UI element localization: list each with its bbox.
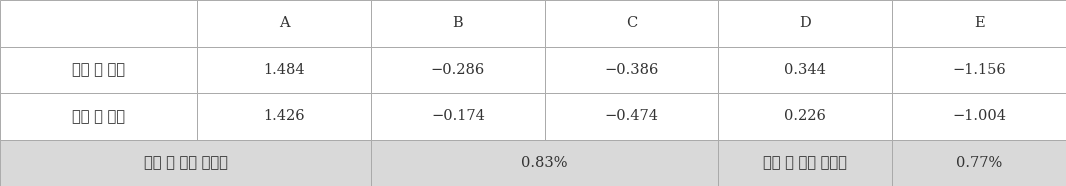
Bar — [371, 0, 545, 46]
Bar — [892, 140, 1066, 186]
Bar — [0, 0, 197, 46]
Text: 0.226: 0.226 — [785, 109, 826, 123]
Text: 0.77%: 0.77% — [956, 156, 1002, 170]
Bar — [718, 46, 892, 93]
Text: −0.474: −0.474 — [604, 109, 659, 123]
Text: −1.004: −1.004 — [952, 109, 1006, 123]
Text: A: A — [279, 16, 289, 30]
Text: −1.156: −1.156 — [952, 63, 1006, 77]
Text: 시험 후 저항 균일도: 시험 후 저항 균일도 — [763, 155, 847, 170]
Bar — [0, 140, 371, 186]
Text: 1.484: 1.484 — [263, 63, 305, 77]
Bar — [197, 0, 371, 46]
Bar — [545, 93, 718, 140]
Text: E: E — [974, 16, 984, 30]
Text: 시험 후 편차: 시험 후 편차 — [72, 109, 125, 124]
Bar — [0, 93, 197, 140]
Text: D: D — [800, 16, 811, 30]
Text: −0.386: −0.386 — [604, 63, 659, 77]
Text: C: C — [626, 16, 637, 30]
Bar — [545, 46, 718, 93]
Bar — [718, 93, 892, 140]
Bar — [892, 93, 1066, 140]
Bar — [892, 46, 1066, 93]
Bar — [197, 46, 371, 93]
Bar — [371, 46, 545, 93]
Text: 0.344: 0.344 — [785, 63, 826, 77]
Text: B: B — [453, 16, 463, 30]
Text: 1.426: 1.426 — [263, 109, 305, 123]
Bar — [371, 140, 718, 186]
Text: −0.286: −0.286 — [431, 63, 485, 77]
Bar — [718, 140, 892, 186]
Text: 시험 전 편차: 시험 전 편차 — [72, 62, 125, 77]
Text: −0.174: −0.174 — [431, 109, 485, 123]
Text: 0.83%: 0.83% — [521, 156, 568, 170]
Bar — [892, 0, 1066, 46]
Bar — [545, 0, 718, 46]
Bar — [0, 46, 197, 93]
Text: 시험 전 저항 균일도: 시험 전 저항 균일도 — [144, 155, 227, 170]
Bar — [371, 93, 545, 140]
Bar — [718, 0, 892, 46]
Bar — [197, 93, 371, 140]
